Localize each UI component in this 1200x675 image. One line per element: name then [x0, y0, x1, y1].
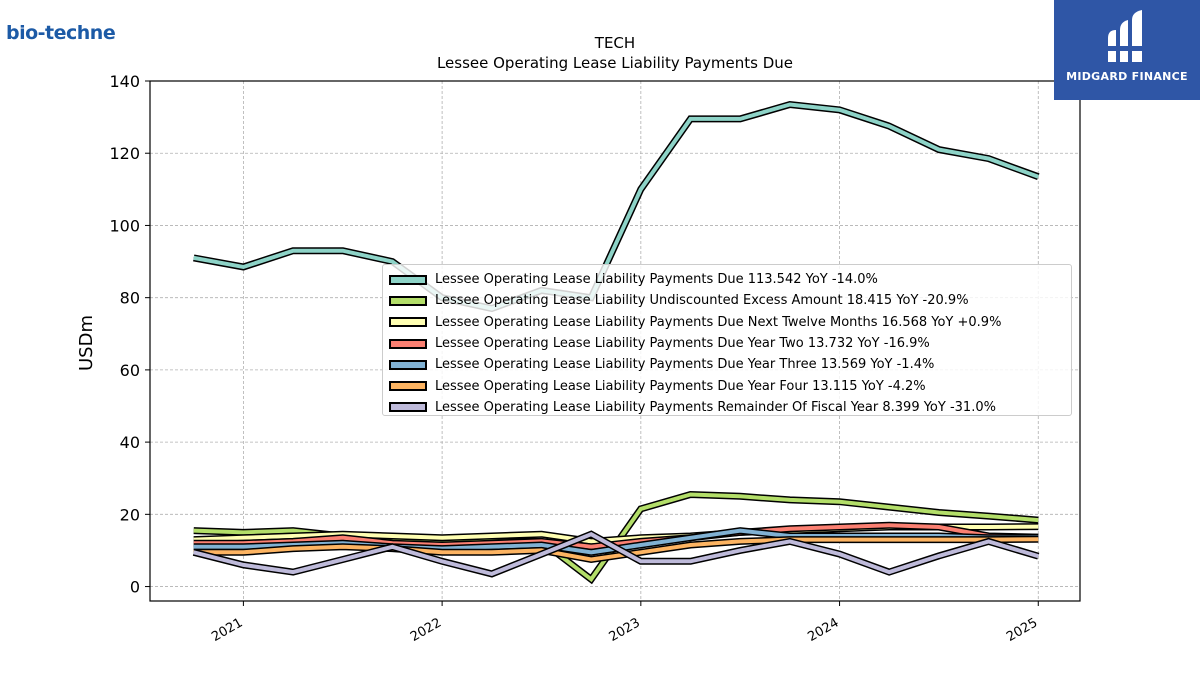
- legend-item: Lessee Operating Lease Liability Payment…: [389, 375, 1065, 396]
- y-tick-label: 40: [120, 433, 140, 452]
- legend-item: Lessee Operating Lease Liability Payment…: [389, 397, 1065, 418]
- legend-label: Lessee Operating Lease Liability Payment…: [435, 336, 930, 352]
- legend-swatch: [389, 317, 427, 328]
- legend-item: Lessee Operating Lease Liability Payment…: [389, 312, 1065, 333]
- legend-label: Lessee Operating Lease Liability Undisco…: [435, 293, 969, 309]
- legend-swatch: [389, 381, 427, 392]
- y-tick-label: 120: [109, 144, 140, 163]
- series-line: [193, 100, 1040, 313]
- y-tick-label: 0: [130, 578, 140, 597]
- midgard-logo-mark-icon: [1106, 10, 1146, 62]
- legend-swatch: [389, 274, 427, 285]
- legend-item: Lessee Operating Lease Liability Payment…: [389, 333, 1065, 354]
- legend-label: Lessee Operating Lease Liability Payment…: [435, 314, 1002, 330]
- legend-label: Lessee Operating Lease Liability Payment…: [435, 272, 878, 288]
- series-line-stroke: [193, 537, 1039, 562]
- x-tick-label: 2024: [805, 615, 841, 645]
- bio-techne-logo: bio-techne: [6, 22, 116, 44]
- chart-subtitle: Lessee Operating Lease Liability Payment…: [437, 54, 793, 72]
- legend-item: Lessee Operating Lease Liability Payment…: [389, 269, 1065, 290]
- x-tick-label: 2022: [408, 615, 444, 645]
- series-line: [192, 530, 1040, 578]
- midgard-finance-logo: MIDGARD FINANCE: [1054, 0, 1200, 100]
- series-line-stroke: [193, 102, 1039, 311]
- legend-swatch: [389, 295, 427, 306]
- y-tick-label: 100: [109, 216, 140, 235]
- legend-swatch: [389, 402, 427, 413]
- legend-label: Lessee Operating Lease Liability Payment…: [435, 357, 935, 373]
- y-tick-label: 60: [120, 361, 140, 380]
- legend-item: Lessee Operating Lease Liability Payment…: [389, 354, 1065, 375]
- chart-title: TECH: [594, 34, 635, 52]
- series-line: [193, 535, 1039, 564]
- x-tick-label: 2025: [1004, 615, 1040, 645]
- x-tick-label: 2023: [607, 615, 643, 645]
- midgard-logo-text: MIDGARD FINANCE: [1066, 70, 1188, 83]
- y-tick-label: 80: [120, 289, 140, 308]
- y-tick-label: 140: [109, 72, 140, 91]
- series-lines: [192, 100, 1040, 585]
- legend-swatch: [389, 338, 427, 349]
- legend-item: Lessee Operating Lease Liability Undisco…: [389, 290, 1065, 311]
- legend-label: Lessee Operating Lease Liability Payment…: [435, 399, 996, 415]
- legend-label: Lessee Operating Lease Liability Payment…: [435, 378, 926, 394]
- legend-swatch: [389, 359, 427, 370]
- x-tick-label: 2021: [209, 615, 245, 645]
- y-tick-label: 20: [120, 505, 140, 524]
- chart-legend: Lessee Operating Lease Liability Payment…: [382, 264, 1072, 416]
- plot-frame: [149, 80, 1081, 602]
- y-axis-label: USDm: [76, 315, 97, 371]
- series-line-stroke: [193, 531, 1039, 576]
